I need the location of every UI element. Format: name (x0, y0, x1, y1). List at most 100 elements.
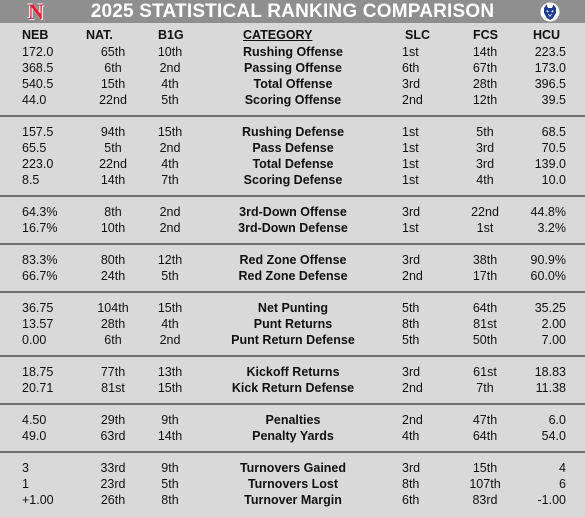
cell-nat: 81st (101, 381, 125, 395)
column-header-big: B1G (158, 28, 184, 42)
table-row: 13.57 28th 4th Punt Returns 8th 81st 2.00 (0, 317, 585, 333)
cell-category: Pass Defense (252, 141, 334, 155)
cell-big: 14th (157, 429, 183, 443)
table-row: 36.75 104th 15th Net Punting 5th 64th 35.25 (0, 301, 585, 317)
cell-category: Penalties (265, 413, 321, 427)
cell-nat: 22nd (99, 157, 127, 171)
cell-big: 9th (161, 461, 179, 475)
cell-slc: 4th (402, 429, 420, 443)
cell-category: Penalty Yards (252, 429, 334, 443)
cell-neb: 36.75 (22, 301, 54, 315)
cell-category: Scoring Offense (244, 93, 342, 107)
section-divider (0, 195, 585, 197)
cell-fcs: 22nd (471, 205, 499, 219)
cell-slc: 3rd (402, 77, 421, 91)
cell-hcu: 7.00 (541, 333, 566, 347)
column-header-category: CATEGORY (243, 28, 313, 42)
cell-neb: 1 (22, 477, 29, 491)
column-header-nat: NAT. (86, 28, 113, 42)
cell-slc: 1st (402, 157, 419, 171)
cell-category: 3rd-Down Defense (238, 221, 348, 235)
cell-big: 8th (161, 493, 179, 507)
cell-hcu: 18.83 (534, 365, 566, 379)
cell-big: 5th (161, 477, 179, 491)
cell-big: 13th (157, 365, 183, 379)
table-row: 8.5 14th 7th Scoring Defense 1st 4th 10.0 (0, 173, 585, 189)
cell-big: 2nd (159, 61, 181, 75)
table-row: 157.5 94th 15th Rushing Defense 1st 5th 68.5 (0, 125, 585, 141)
cell-category: Kickoff Returns (246, 365, 340, 379)
cell-nat: 6th (104, 61, 122, 75)
cell-nat: 65th (100, 45, 126, 59)
cell-fcs: 64th (472, 301, 498, 315)
column-header-slc: SLC (405, 28, 430, 42)
cell-slc: 8th (402, 317, 420, 331)
cell-neb: 0.00 (22, 333, 47, 347)
cell-category: Rushing Offense (242, 45, 343, 59)
cell-slc: 6th (402, 61, 420, 75)
table-row: 65.5 5th 2nd Pass Defense 1st 3rd 70.5 (0, 141, 585, 157)
husky-head-logo-icon (540, 2, 560, 22)
nebraska-n-logo-icon: N (28, 0, 44, 24)
table-row: 4.50 29th 9th Penalties 2nd 47th 6.0 (0, 413, 585, 429)
cell-big: 4th (161, 77, 179, 91)
cell-hcu: -1.00 (537, 493, 567, 507)
cell-nat: 26th (100, 493, 126, 507)
cell-nat: 63rd (100, 429, 126, 443)
cell-nat: 33rd (100, 461, 126, 475)
column-header-fcs: FCS (473, 28, 498, 42)
cell-category: Passing Offense (244, 61, 342, 75)
cell-slc: 2nd (402, 381, 423, 395)
cell-hcu: 173.0 (534, 61, 566, 75)
cell-neb: 368.5 (22, 61, 54, 75)
cell-neb: 3 (22, 461, 29, 475)
cell-hcu: 396.5 (534, 77, 566, 91)
cell-big: 7th (161, 173, 179, 187)
cell-fcs: 7th (476, 381, 494, 395)
cell-slc: 6th (402, 493, 420, 507)
cell-nat: 77th (100, 365, 126, 379)
cell-hcu: 11.38 (535, 381, 566, 395)
table-row: 368.5 6th 2nd Passing Offense 6th 67th 173.0 (0, 61, 585, 77)
cell-neb: 49.0 (22, 429, 47, 443)
table-row: 0.00 6th 2nd Punt Return Defense 5th 50th 7.00 (0, 333, 585, 349)
cell-fcs: 15th (472, 461, 498, 475)
cell-nat: 80th (100, 253, 126, 267)
cell-neb: 16.7% (22, 221, 58, 235)
cell-slc: 8th (402, 477, 420, 491)
table-row: 223.0 22nd 4th Total Defense 1st 3rd 139.0 (0, 157, 585, 173)
cell-nat: 29th (100, 413, 126, 427)
cell-slc: 3rd (402, 205, 421, 219)
cell-hcu: 90.9% (530, 253, 566, 267)
cell-hcu: 4 (559, 461, 566, 475)
cell-big: 10th (157, 45, 183, 59)
cell-hcu: 35.25 (534, 301, 566, 315)
cell-neb: 20.71 (22, 381, 54, 395)
cell-hcu: 10.0 (541, 173, 566, 187)
table-row: 66.7% 24th 5th Red Zone Defense 2nd 17th 60.0% (0, 269, 585, 285)
cell-slc: 5th (402, 301, 420, 315)
section-divider (0, 451, 585, 453)
cell-category: Punt Return Defense (231, 333, 355, 347)
table-row: 16.7% 10th 2nd 3rd-Down Defense 1st 1st 3.2% (0, 221, 585, 237)
cell-category: Red Zone Offense (239, 253, 347, 267)
cell-neb: 172.0 (22, 45, 54, 59)
cell-fcs: 5th (476, 125, 494, 139)
cell-slc: 3rd (402, 461, 421, 475)
cell-nat: 15th (100, 77, 126, 91)
cell-big: 2nd (159, 141, 181, 155)
section-divider (0, 243, 585, 245)
table-row: 172.0 65th 10th Rushing Offense 1st 14th 223.5 (0, 45, 585, 61)
cell-fcs: 3rd (475, 141, 495, 155)
cell-fcs: 64th (472, 429, 498, 443)
cell-big: 5th (161, 269, 179, 283)
cell-big: 15th (157, 125, 183, 139)
cell-hcu: 3.2% (537, 221, 567, 235)
table-row: 20.71 81st 15th Kick Return Defense 2nd 7th 11… (0, 381, 585, 397)
cell-neb: 64.3% (22, 205, 58, 219)
cell-category: Kick Return Defense (231, 381, 355, 395)
cell-neb: 540.5 (22, 77, 54, 91)
table-row: 64.3% 8th 2nd 3rd-Down Offense 3rd 22nd 44.8% (0, 205, 585, 221)
cell-fcs: 47th (472, 413, 498, 427)
cell-hcu: 6 (559, 477, 566, 491)
